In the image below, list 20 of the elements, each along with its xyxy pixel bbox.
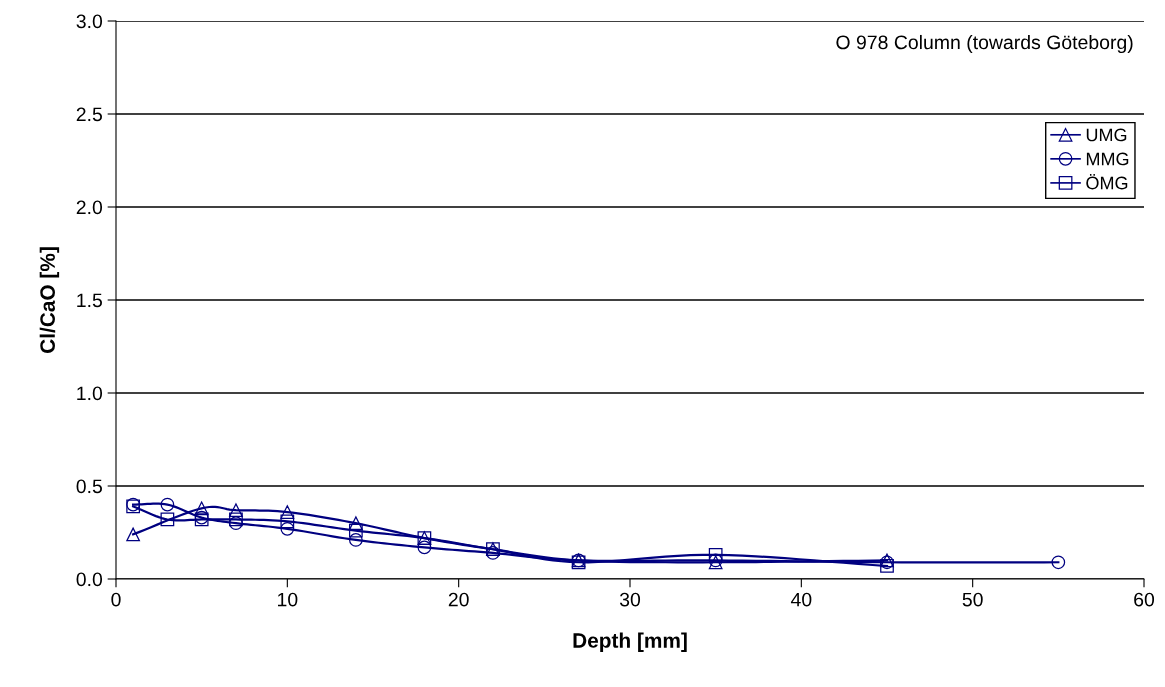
y-tick-label: 1.0: [77, 386, 103, 401]
y-tick-label: 2.0: [76, 200, 103, 215]
x-tick-label: 30: [619, 592, 641, 607]
x-tick-label: 10: [278, 592, 298, 607]
y-axis-title: Cl/CaO [%]: [39, 247, 60, 353]
legend-label: ÖMG: [1086, 174, 1128, 190]
x-tick-label: 40: [790, 592, 812, 607]
x-tick-label: 60: [1134, 592, 1155, 607]
y-tick-label: 0.0: [76, 572, 103, 587]
y-tick-label: 3.0: [76, 14, 103, 29]
y-tick-label: 0.5: [76, 479, 102, 494]
y-tick-label: 1.5: [77, 293, 102, 308]
annotation: O 978 Column (towards Göteborg): [836, 34, 1133, 54]
x-tick-label: 0: [111, 592, 121, 607]
x-tick-label: 20: [448, 592, 469, 607]
x-tick-label: 50: [962, 592, 983, 607]
legend-label: UMG: [1086, 128, 1127, 142]
legend-label: MMG: [1086, 152, 1129, 166]
y-tick-label: 2.5: [76, 107, 102, 122]
x-axis-title: Depth [mm]: [573, 632, 687, 652]
